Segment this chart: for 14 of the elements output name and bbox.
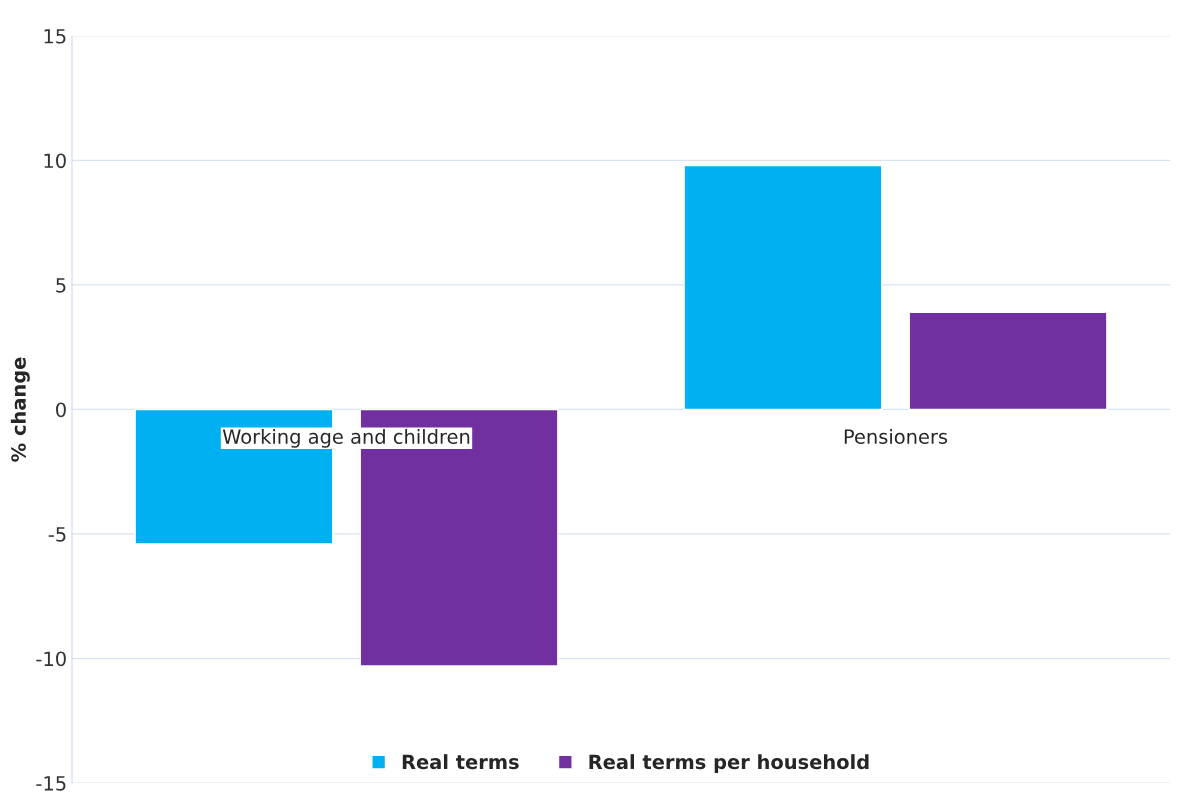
x-tick-label: Pensioners: [844, 428, 948, 444]
y-tick-label: -15: [36, 776, 66, 791]
y-tick-label: 5: [56, 278, 66, 293]
y-tick-label: 0: [56, 402, 66, 418]
legend-label: Real terms: [402, 754, 519, 770]
x-tick-label: Working age and children: [222, 428, 470, 448]
y-tick-label: -5: [48, 527, 66, 542]
bar: [908, 311, 1108, 411]
y-axis-title: % change: [10, 357, 30, 462]
bar: [683, 164, 883, 411]
legend-label: Real terms per household: [589, 754, 869, 773]
y-tick-label: 10: [44, 153, 66, 169]
y-tick-label: 15: [44, 29, 66, 44]
y-tick-label: -10: [36, 651, 66, 667]
